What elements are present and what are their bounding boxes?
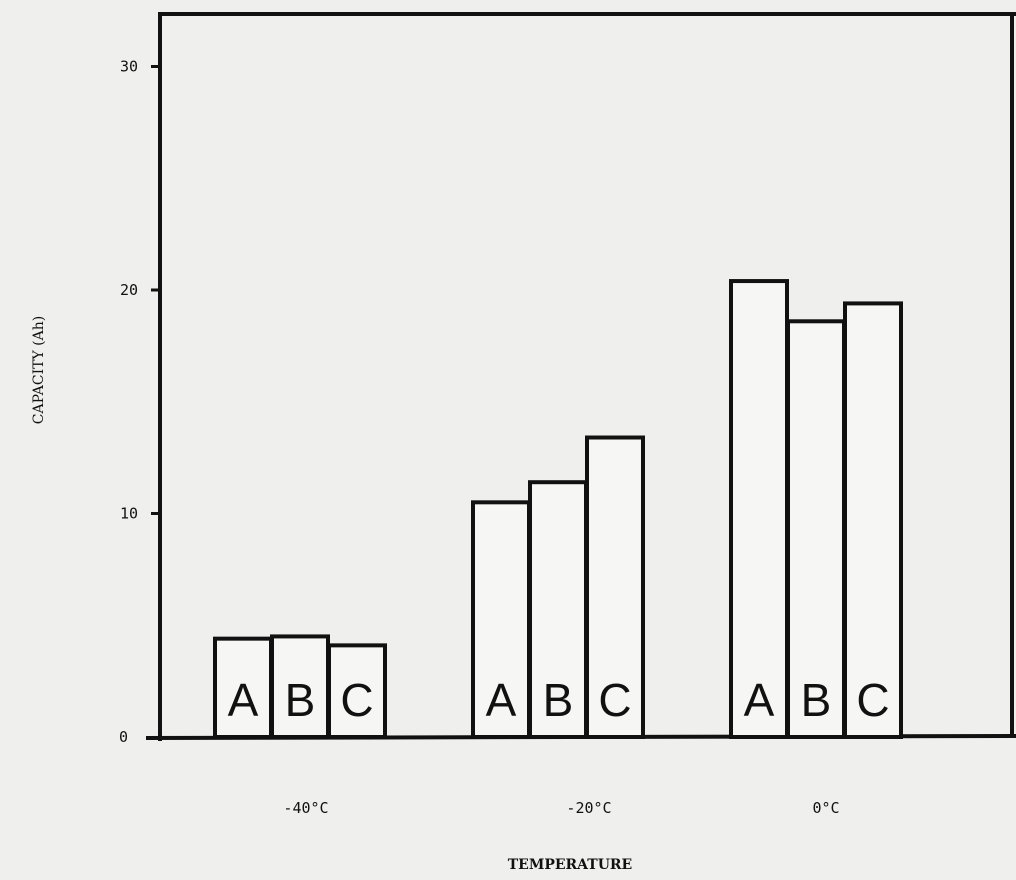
y-tick-label: 10 (120, 505, 138, 523)
bar-c (843, 301, 903, 739)
bar-series-label: C (598, 674, 631, 726)
bar-b (270, 634, 330, 739)
bar-series-label: B (543, 674, 574, 726)
bar-a (213, 636, 273, 739)
y-axis-title: CAPACITY (Ah) (31, 316, 47, 424)
category-label: 0°C (812, 799, 839, 817)
bar-series-label: B (801, 674, 832, 726)
y-tick-label: 20 (120, 281, 138, 299)
x-axis-title: TEMPERATURE (508, 857, 632, 873)
bar-c (585, 435, 645, 739)
bar-c (327, 643, 387, 739)
bar-series-label: C (340, 674, 373, 726)
bar-series-label: A (228, 674, 259, 726)
bar-series-label: C (856, 674, 889, 726)
bar-a (729, 279, 789, 739)
category-label: -20°C (566, 799, 611, 817)
category-label: -40°C (283, 799, 328, 817)
bar-series-label: A (744, 674, 775, 726)
y-tick-label: 0 (119, 728, 128, 746)
y-tick-label: 30 (120, 58, 138, 76)
bar-series-label: A (486, 674, 517, 726)
bar-a (471, 500, 531, 740)
bar-series-label: B (285, 674, 316, 726)
